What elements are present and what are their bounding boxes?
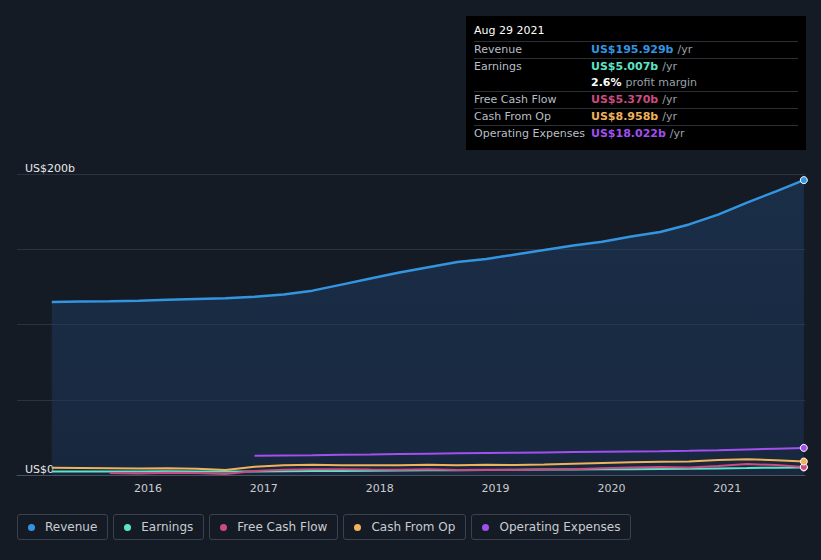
- html-text:US$5.370b /yr: US$5.370b /yr: [591, 93, 677, 106]
- html-text:Operating Expenses: Operating Expenses: [474, 127, 585, 140]
- svg-text:2016: 2016: [134, 482, 162, 495]
- html-text:2.6% profit margin: 2.6% profit margin: [591, 76, 697, 89]
- html-text:Operating Expenses: Operating Expenses: [499, 520, 621, 534]
- html-text:Free Cash Flow: Free Cash Flow: [237, 520, 328, 534]
- html-text:US$18.022b /yr: US$18.022b /yr: [591, 127, 685, 140]
- html-text:Earnings: Earnings: [141, 520, 194, 534]
- html-text:Free Cash Flow: Free Cash Flow: [474, 93, 557, 106]
- html-text:Cash From Op: Cash From Op: [474, 110, 551, 123]
- html-text:Earnings: Earnings: [474, 60, 522, 73]
- svg-text:2019: 2019: [482, 482, 510, 495]
- svg-text:2021: 2021: [713, 482, 741, 495]
- svg-text:2018: 2018: [366, 482, 394, 495]
- svg-text:US$0: US$0: [25, 463, 54, 476]
- html-text:US$8.958b /yr: US$8.958b /yr: [591, 110, 677, 123]
- svg-text:2020: 2020: [597, 482, 625, 495]
- html-text:Revenue: Revenue: [45, 520, 98, 534]
- html-text:Aug 29 2021: Aug 29 2021: [474, 24, 545, 37]
- svg-text:2017: 2017: [250, 482, 278, 495]
- html-text:Cash From Op: Cash From Op: [371, 520, 456, 534]
- html-text:US$5.007b /yr: US$5.007b /yr: [591, 60, 677, 73]
- svg-text:US$200b: US$200b: [25, 162, 75, 175]
- html-text:US$195.929b /yr: US$195.929b /yr: [591, 43, 693, 56]
- html-text:Revenue: Revenue: [474, 43, 522, 56]
